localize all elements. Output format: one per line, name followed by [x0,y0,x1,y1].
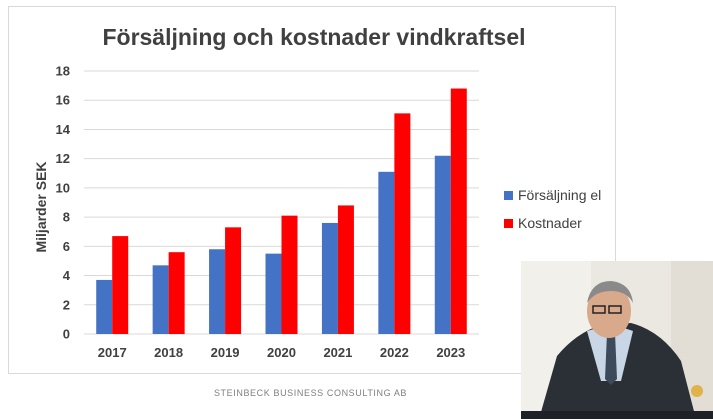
bar-forsaljning-2017 [96,279,113,334]
speaker-video-overlay [521,261,713,419]
x-tick-label: 2023 [436,345,465,360]
chart-slide: Försäljning och kostnader vindkraftsel M… [8,6,616,374]
x-tick-label: 2020 [267,345,296,360]
speaker-video-icon [521,261,713,419]
bar-kostnader-2023 [450,88,467,335]
bar-forsaljning-2020 [265,253,282,334]
bar-chart: Försäljning och kostnader vindkraftsel M… [33,24,601,360]
y-tick-label: 16 [56,93,70,108]
bar-forsaljning-2019 [209,249,226,334]
bar-forsaljning-2021 [321,222,338,334]
y-tick-label: 12 [56,151,70,166]
x-tick-label: 2018 [154,345,183,360]
bar-forsaljning-2023 [434,155,451,334]
y-tick-label: 0 [63,327,70,342]
legend-swatch [504,191,513,200]
x-tick-label: 2019 [211,345,240,360]
x-tick-label: 2022 [380,345,409,360]
bar-kostnader-2017 [112,236,129,334]
footer-text: STEINBECK BUSINESS CONSULTING AB [213,388,408,398]
x-axis-ticks: 2017 2018 2019 2020 2021 2022 2023 [98,345,465,360]
bar-kostnader-2019 [225,227,242,334]
bar-kostnader-2018 [168,252,185,334]
legend-label: Försäljning el [518,187,601,203]
bar-forsaljning-2018 [152,265,169,334]
y-tick-label: 10 [56,180,70,195]
legend-label: Kostnader [518,215,582,231]
y-tick-label: 6 [63,239,70,254]
bar-kostnader-2022 [394,113,411,334]
y-tick-label: 4 [63,268,71,283]
y-tick-label: 14 [56,122,71,137]
chart-title: Försäljning och kostnader vindkraftsel [102,24,525,50]
y-axis-label: Miljarder SEK [33,161,49,252]
x-tick-label: 2021 [323,345,352,360]
legend-swatch [504,219,513,228]
y-tick-label: 8 [63,210,70,225]
x-tick-label: 2017 [98,345,127,360]
bar-kostnader-2020 [281,215,298,334]
y-axis-ticks: 0 2 4 6 8 10 12 14 16 18 [56,64,71,342]
legend: Försäljning el Kostnader [504,187,601,231]
y-tick-label: 2 [63,297,70,312]
y-tick-label: 18 [56,64,70,79]
bar-kostnader-2021 [337,205,354,334]
bars [96,88,467,335]
bar-forsaljning-2022 [378,171,395,334]
